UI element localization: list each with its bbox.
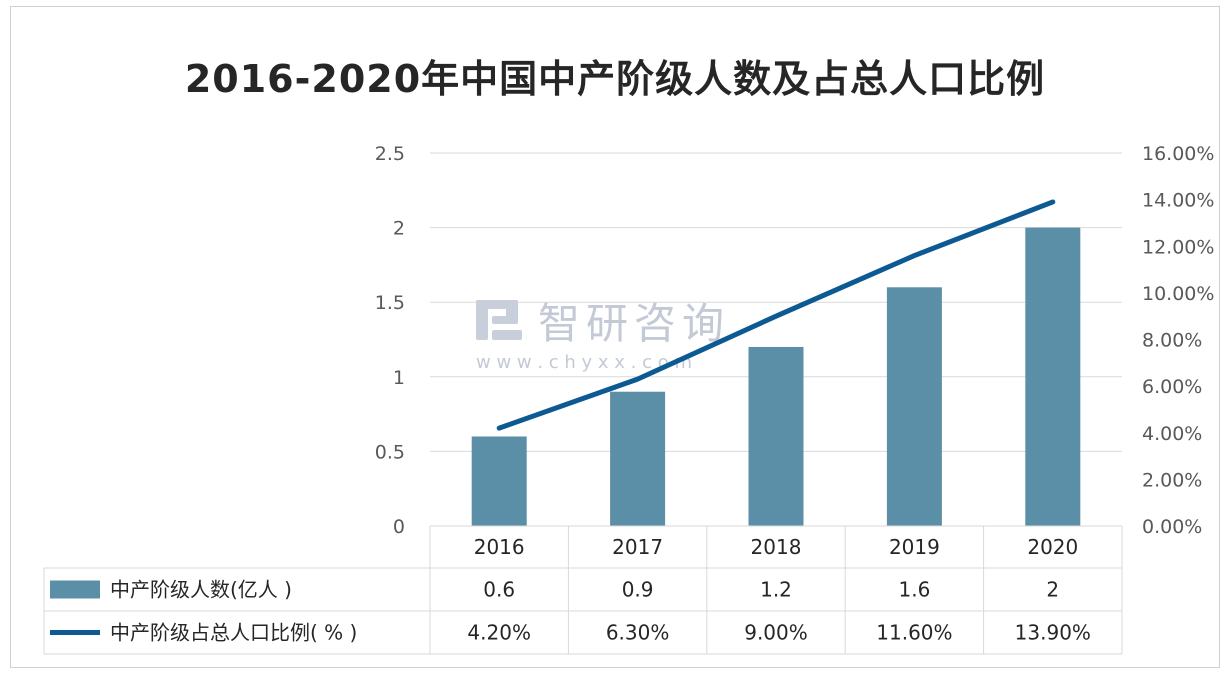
watermark-logo-icon [476,300,522,340]
right-tick-label: 6.00% [1142,376,1202,398]
data-table: 2016 2017 2018 2019 2020 0.6 0.9 1.2 1.6 2 4.20% 6.… [43,525,1123,655]
right-axis: 0.00% 2.00% 4.00% 6.00% 8.00% 10.00% 12.00% 14.… [1142,143,1214,538]
right-tick-label: 14.00% [1142,190,1214,212]
line-data-label: 9.00% [744,621,808,645]
watermark-url: w w w . c h y x x . c o m [476,352,692,373]
bar [610,391,666,526]
chart-title: 2016-2020年中国中产阶级人数及占总人口比例 [184,57,1046,101]
right-tick-label: 4.00% [1142,423,1202,445]
chart-frame [10,6,1220,668]
bar [471,436,527,526]
right-tick-label: 2.00% [1142,469,1202,491]
legend-swatch-bar [50,580,100,599]
line-series [496,199,1056,431]
line-data-label: 4.20% [467,621,531,645]
category-label: 2016 [474,535,525,559]
right-tick-label: 10.00% [1142,283,1214,305]
category-label: 2020 [1027,535,1078,559]
watermark-brand: 智研咨询 [538,299,730,348]
left-tick-label: 2 [393,218,405,240]
category-label: 2017 [612,535,663,559]
right-tick-label: 16.00% [1142,143,1214,165]
watermark: 智研咨询 w w w . c h y x x . c o m [476,299,730,373]
right-tick-label: 0.00% [1142,516,1202,538]
left-tick-label: 0 [393,516,405,538]
bar [1025,227,1081,526]
bar [748,346,804,526]
left-tick-label: 1 [393,367,405,389]
left-tick-label: 2.5 [375,143,405,165]
line-data-label: 13.90% [1015,621,1091,645]
legend-label-bar: 中产阶级人数(亿人 ) [110,578,292,602]
right-tick-label: 12.00% [1142,236,1214,258]
bar-data-label: 2 [1046,578,1059,602]
line-data-label: 6.30% [606,621,670,645]
left-tick-label: 0.5 [375,441,405,463]
right-tick-label: 8.00% [1142,330,1202,352]
bar-data-label: 1.2 [760,578,792,602]
bars [471,227,1081,526]
bar-data-label: 0.9 [622,578,654,602]
bar [886,287,942,526]
legend-label-line: 中产阶级占总人口比例( % ) [110,621,357,645]
left-tick-label: 1.5 [375,292,405,314]
bar-data-label: 1.6 [898,578,930,602]
left-axis: 0 0.5 1 1.5 2 2.5 [375,143,405,538]
bar-data-label: 0.6 [483,578,515,602]
category-label: 2018 [751,535,802,559]
category-label: 2019 [889,535,940,559]
line-data-label: 11.60% [876,621,952,645]
